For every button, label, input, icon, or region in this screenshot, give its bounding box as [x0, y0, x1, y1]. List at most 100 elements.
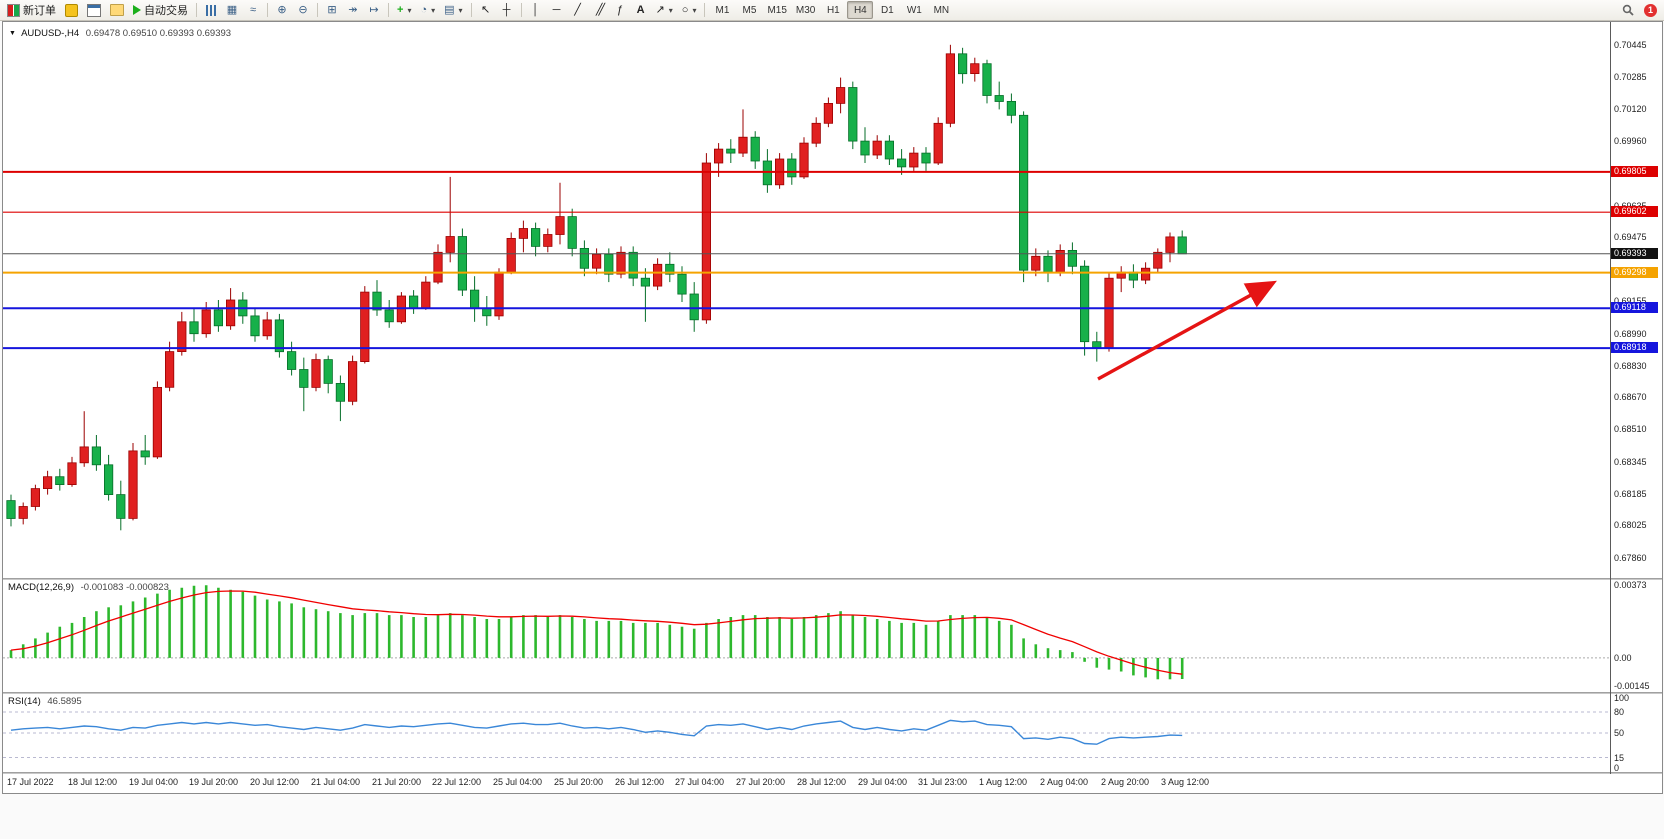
zoom-in-button[interactable]: ⊕ — [272, 1, 292, 19]
price-line-badge[interactable]: 0.69805 — [1611, 166, 1658, 177]
indicators-button[interactable]: + ▾ — [393, 1, 415, 19]
arrow-objects-button[interactable]: ↗ ▾ — [652, 1, 677, 19]
candle — [1141, 267, 1151, 281]
candle — [836, 87, 846, 104]
candle — [909, 152, 919, 168]
crosshair-button[interactable]: ┼ — [497, 1, 517, 19]
vertical-line-tool[interactable]: │ — [526, 1, 546, 19]
candle — [91, 446, 101, 466]
price-line-badge[interactable]: 0.68918 — [1611, 342, 1658, 353]
timeframe-m5-button[interactable]: M5 — [736, 1, 762, 19]
market-watch-button[interactable] — [61, 1, 82, 19]
macd-axis-label: -0.00145 — [1614, 681, 1650, 691]
trend-arrow[interactable] — [1097, 280, 1277, 381]
timeframe-h4-button[interactable]: H4 — [847, 1, 874, 19]
candle — [823, 103, 834, 124]
line-chart-button[interactable]: ≈ — [243, 1, 263, 19]
periods-button[interactable]: ◔ ▾ — [416, 1, 439, 19]
price-line-badge[interactable]: 0.69298 — [1611, 267, 1658, 278]
price-axis-label: 0.67860 — [1614, 553, 1647, 563]
market-watch-icon — [65, 3, 78, 17]
text-tool[interactable]: A — [631, 1, 651, 19]
auto-scroll-icon: ↠ — [348, 3, 358, 16]
macd-name: MACD(12,26,9) — [8, 582, 74, 593]
zoom-out-button[interactable]: ⊖ — [293, 1, 313, 19]
arrow-object-icon: ↗ — [655, 3, 665, 16]
templates-button[interactable]: ▤ ▾ — [440, 1, 466, 19]
timeframe-mn-button[interactable]: MN — [928, 1, 954, 19]
crosshair-icon: ┼ — [502, 3, 511, 16]
timeframe-m15-button[interactable]: M15 — [763, 1, 790, 19]
panel-resize-separator[interactable] — [3, 772, 1662, 774]
toolbar-right-group: 1 — [1618, 1, 1661, 19]
candle — [274, 319, 285, 353]
candle — [1080, 265, 1090, 343]
macd-values: -0.001083 -0.000823 — [80, 582, 169, 593]
bar-chart-icon — [205, 4, 217, 16]
candle — [1006, 101, 1017, 116]
macd-chart-canvas[interactable] — [3, 580, 1610, 692]
cursor-icon: ↖ — [480, 3, 491, 16]
candle — [689, 293, 699, 321]
timeframe-m1-button[interactable]: M1 — [709, 1, 735, 19]
indicators-plus-icon: + — [397, 3, 404, 16]
horizontal-line-tool[interactable]: ─ — [547, 1, 567, 19]
price-line-badge[interactable]: 0.69602 — [1611, 206, 1658, 217]
toolbar-separator — [470, 3, 472, 17]
cursor-button[interactable]: ↖ — [476, 1, 496, 19]
new-order-button[interactable]: 新订单 — [3, 1, 60, 19]
rsi-name: RSI(14) — [8, 696, 41, 707]
price-line-badge[interactable]: 0.69118 — [1611, 302, 1658, 313]
profiles-icon — [110, 4, 124, 16]
search-button[interactable] — [1618, 1, 1638, 19]
candle — [604, 253, 614, 275]
tile-windows-button[interactable]: ⊞ — [322, 1, 342, 19]
timeframe-h1-button[interactable]: H1 — [820, 1, 846, 19]
time-axis-label: 18 Jul 12:00 — [68, 777, 118, 787]
candle — [384, 309, 394, 323]
time-axis-label: 27 Jul 20:00 — [736, 777, 786, 787]
shapes-button[interactable]: ○ ▾ — [678, 1, 701, 19]
timeframe-d1-button[interactable]: D1 — [874, 1, 900, 19]
text-icon: A — [636, 3, 645, 16]
time-axis-label: 21 Jul 04:00 — [311, 777, 361, 787]
candle — [299, 369, 309, 388]
time-axis-label: 19 Jul 20:00 — [189, 777, 239, 787]
fibonacci-icon: ƒ — [616, 3, 623, 16]
toolbar: 新订单 自动交易 ▦ ≈ ⊕ ⊖ ⊞ ↠ ↦ + ▾ ◔ ▾ ▤ ▾ ↖ ┼ │… — [0, 0, 1664, 21]
price-line-badge[interactable]: 0.69393 — [1611, 248, 1658, 259]
price-axis-label: 0.70445 — [1614, 40, 1647, 50]
panel-resize-separator[interactable] — [3, 578, 1662, 580]
new-chart-button[interactable] — [83, 1, 105, 19]
price-axis-label: 0.68670 — [1614, 392, 1647, 402]
macd-axis-label: 0.00373 — [1614, 580, 1647, 590]
candle — [1031, 255, 1041, 271]
toolbar-separator — [267, 3, 268, 17]
profiles-button[interactable] — [106, 1, 128, 19]
macd-axis-label: 0.00 — [1614, 653, 1632, 663]
chart-shift-button[interactable]: ↦ — [364, 1, 384, 19]
candle — [701, 162, 712, 321]
panel-resize-separator[interactable] — [3, 692, 1662, 694]
candlestick-chart-button[interactable]: ▦ — [222, 1, 242, 19]
auto-scroll-button[interactable]: ↠ — [343, 1, 363, 19]
autotrading-button[interactable]: 自动交易 — [129, 1, 192, 19]
macd-indicator-label: MACD(12,26,9) -0.001083 -0.000823 — [8, 582, 169, 593]
time-axis[interactable]: 17 Jul 2022 18 Jul 12:00 19 Jul 04:00 19 Ju… — [3, 774, 1610, 792]
bar-chart-button[interactable] — [201, 1, 221, 19]
channel-tool[interactable]: ╱╱ — [589, 1, 609, 19]
timeframe-w1-button[interactable]: W1 — [901, 1, 927, 19]
trendline-tool[interactable]: ╱ — [568, 1, 588, 19]
fibonacci-tool[interactable]: ƒ — [610, 1, 630, 19]
candle — [457, 236, 468, 291]
rsi-axis-label: 50 — [1614, 728, 1625, 738]
candle — [640, 277, 651, 287]
new-chart-icon — [87, 3, 101, 17]
rsi-chart-canvas[interactable] — [3, 694, 1610, 772]
symbol-dropdown-icon[interactable]: ▼ — [9, 30, 16, 37]
notification-badge[interactable]: 1 — [1644, 3, 1657, 17]
price-chart-canvas[interactable] — [3, 22, 1610, 578]
price-axis-label: 0.68345 — [1614, 457, 1647, 467]
timeframe-m30-button[interactable]: M30 — [792, 1, 819, 19]
candle — [262, 319, 272, 337]
